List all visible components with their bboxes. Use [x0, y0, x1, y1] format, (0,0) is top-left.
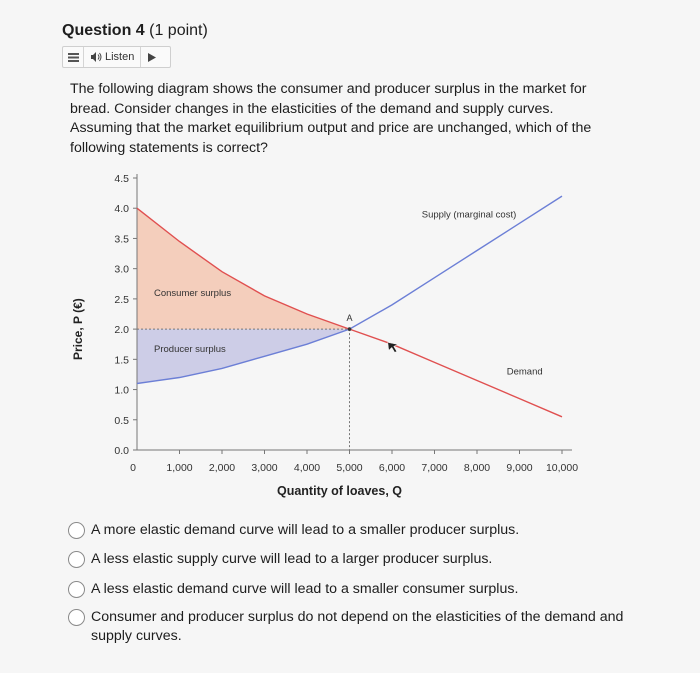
radio-button[interactable] — [68, 551, 85, 568]
producer-surplus-area — [137, 329, 350, 384]
question-number: Question 4 — [62, 22, 145, 39]
radio-button[interactable] — [68, 609, 85, 626]
supply-label: Supply (marginal cost) — [422, 209, 517, 220]
radio-button[interactable] — [68, 581, 85, 598]
x-tick-label: 4,000 — [294, 462, 320, 474]
speaker-icon — [91, 52, 102, 62]
demand-label: Demand — [507, 366, 543, 377]
producer-surplus-label: Producer surplus — [154, 344, 226, 355]
x-axis-label: Quantity of loaves, Q — [277, 484, 402, 498]
y-tick-label: 0.0 — [114, 445, 129, 457]
listen-label: Listen — [105, 51, 135, 63]
menu-icon[interactable] — [63, 47, 84, 67]
x-tick-label: 3,000 — [251, 462, 277, 474]
answer-option[interactable]: Consumer and producer surplus do not dep… — [68, 608, 628, 646]
answer-option-text: Consumer and producer surplus do not dep… — [91, 609, 624, 644]
y-tick-label: 3.5 — [114, 233, 129, 245]
radio-button[interactable] — [68, 522, 85, 539]
y-axis-label: Price, P (€) — [71, 298, 85, 360]
y-tick-label: 3.0 — [114, 264, 129, 276]
x-tick-label: 0 — [130, 462, 136, 474]
y-tick-label: 2.5 — [114, 294, 129, 306]
surplus-chart: 0.0 0.5 1.0 1.5 2.0 2.5 3.0 3.5 4.0 4.5 0 1,000 2,00… — [71, 173, 578, 498]
consumer-surplus-label: Consumer surplus — [154, 288, 231, 299]
y-tick-label: 0.5 — [114, 415, 129, 427]
question-stem: The following diagram shows the consumer… — [70, 81, 592, 156]
answer-option[interactable]: A less elastic demand curve will lead to… — [68, 580, 628, 599]
listen-toolbar: Listen — [62, 46, 171, 68]
x-tick-label: 6,000 — [379, 462, 405, 474]
question-title: Question 4 (1 point) — [62, 22, 208, 40]
equilibrium-point — [347, 327, 352, 331]
consumer-surplus-area — [137, 208, 350, 330]
answer-option[interactable]: A less elastic supply curve will lead to… — [68, 550, 628, 569]
answer-option[interactable]: A more elastic demand curve will lead to… — [68, 521, 628, 540]
answer-option-text: A less elastic demand curve will lead to… — [91, 581, 519, 597]
x-tick-label: 1,000 — [166, 462, 192, 474]
y-tick-label: 4.5 — [114, 173, 129, 185]
x-tick-label: 2,000 — [209, 462, 235, 474]
x-tick-label: 8,000 — [464, 462, 490, 474]
x-tick-label: 10,000 — [546, 462, 578, 474]
equilibrium-label: A — [346, 313, 352, 323]
answer-option-text: A more elastic demand curve will lead to… — [91, 522, 520, 538]
y-tick-label: 1.5 — [114, 354, 129, 366]
x-tick-label: 9,000 — [506, 462, 532, 474]
mouse-cursor-icon — [387, 342, 399, 353]
y-tick-label: 4.0 — [114, 203, 129, 215]
play-icon[interactable] — [141, 52, 163, 62]
y-tick-label: 1.0 — [114, 385, 129, 397]
x-tick-label: 5,000 — [336, 462, 362, 474]
y-tick-label: 2.0 — [114, 324, 129, 336]
answer-option-text: A less elastic supply curve will lead to… — [91, 551, 493, 567]
question-points: (1 point) — [144, 22, 208, 39]
listen-button[interactable]: Listen — [84, 47, 142, 67]
x-tick-label: 7,000 — [421, 462, 447, 474]
